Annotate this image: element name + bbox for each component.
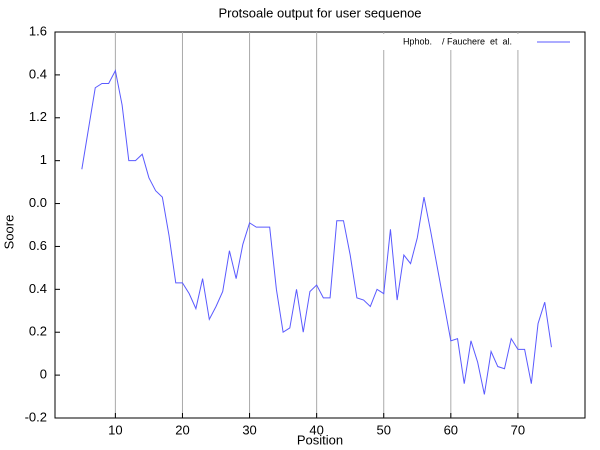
y-tick-label: 1.6 — [29, 23, 47, 38]
chart-title: Protsoale output for user sequenoe — [218, 5, 421, 20]
y-tick-label: 0 — [40, 367, 47, 382]
legend-box — [360, 34, 520, 50]
y-tick-label: 0.6 — [29, 238, 47, 253]
data-line — [81, 69, 552, 395]
x-tick-label: 40 — [309, 422, 323, 437]
plot-frame — [54, 31, 586, 419]
x-tick-label: 30 — [242, 422, 256, 437]
y-tick-label: 0.0 — [29, 195, 47, 210]
y-tick-label: 0.4 — [29, 281, 47, 296]
legend-label: Hphob. / Fauchere et al. — [403, 36, 512, 46]
y-tick-label: 0.4 — [29, 66, 47, 81]
x-tick-label: 50 — [376, 422, 390, 437]
y-tick-label: -0.2 — [25, 409, 47, 424]
y-tick-label: 1 — [40, 152, 47, 167]
y-axis-label: Soore — [1, 215, 16, 250]
x-axis-label: Position — [297, 432, 343, 447]
x-tick-label: 70 — [511, 422, 525, 437]
x-tick-label: 10 — [108, 422, 122, 437]
y-tick-label: 0.2 — [29, 324, 47, 339]
x-tick-label: 20 — [175, 422, 189, 437]
y-tick-label: 1.2 — [29, 109, 47, 124]
x-tick-label: 60 — [444, 422, 458, 437]
